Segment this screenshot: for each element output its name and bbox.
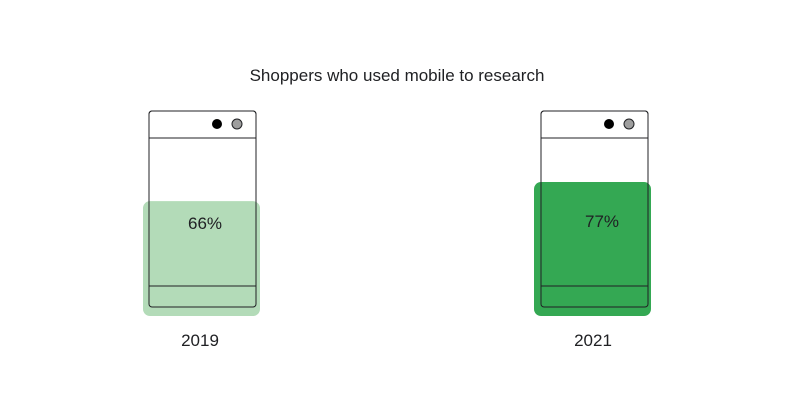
value-label-2021: 77%: [585, 212, 619, 231]
sensor-dot-icon: [231, 118, 243, 130]
phone-outline-overlay: [148, 110, 257, 308]
camera-dot-icon: [604, 119, 614, 129]
bar-2019: [143, 201, 260, 316]
phone-2021: 77% 2021: [534, 110, 651, 350]
phone-2019: 66% 2019: [143, 110, 260, 350]
value-label-2019: 66%: [188, 214, 222, 233]
chart-title: Shoppers who used mobile to research: [250, 66, 545, 85]
sensor-dot-icon: [623, 118, 635, 130]
camera-dot-icon: [212, 119, 222, 129]
phone-outline-overlay: [540, 110, 649, 308]
category-label-2019: 2019: [181, 331, 219, 350]
category-label-2021: 2021: [574, 331, 612, 350]
bar-2021: [534, 182, 651, 316]
